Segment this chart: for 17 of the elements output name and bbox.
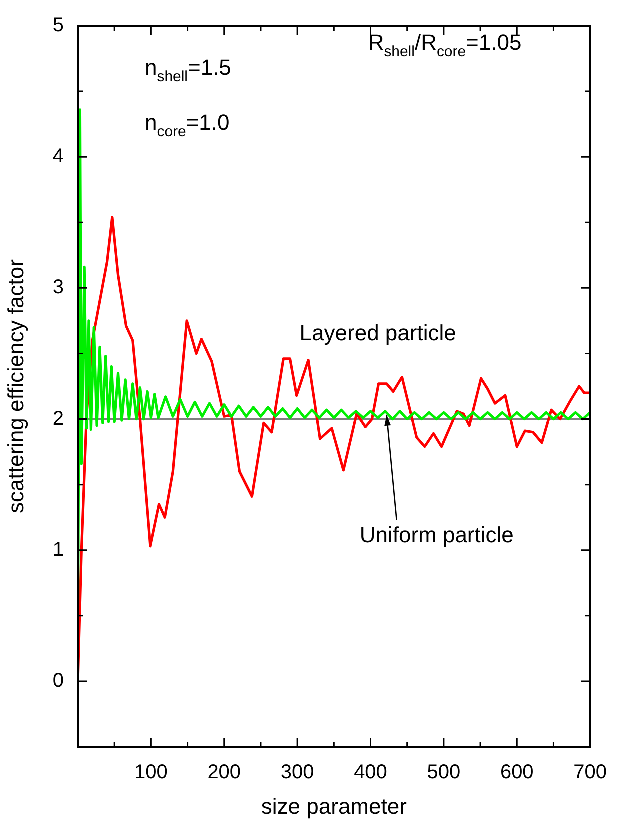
x-tick-label: 700 [574, 762, 608, 784]
series-label: Layered particle [300, 320, 456, 346]
y-tick-label: 3 [52, 276, 64, 299]
x-axis-title: size parameter [261, 794, 407, 819]
y-tick-label: 2 [52, 408, 64, 430]
y-axis-title: scattering efficiency factor [3, 260, 28, 514]
x-tick-label: 600 [500, 762, 534, 784]
y-tick-label: 0 [52, 670, 64, 692]
annotation: Uniform particle [360, 522, 514, 548]
x-tick-label: 500 [427, 762, 461, 784]
x-tick-label: 300 [280, 762, 314, 784]
y-tick-label: 1 [52, 538, 64, 561]
x-tick-label: 100 [134, 762, 168, 784]
y-tick-label: 4 [52, 146, 64, 168]
x-tick-label: 400 [354, 762, 388, 784]
y-tick-label: 5 [52, 14, 64, 37]
x-tick-label: 200 [208, 762, 242, 784]
